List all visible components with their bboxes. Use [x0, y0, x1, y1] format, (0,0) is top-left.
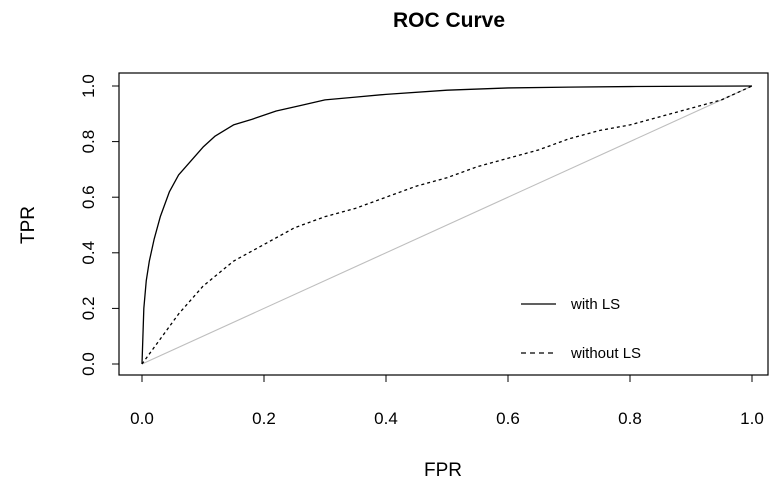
chart-title: ROC Curve — [393, 9, 505, 32]
y-tick-label: 0.6 — [79, 185, 98, 209]
y-axis-label: TPR — [18, 206, 39, 244]
x-tick-label: 1.0 — [740, 409, 764, 428]
x-axis: 0.0 0.2 0.4 0.6 0.8 1.0 — [130, 374, 764, 428]
x-axis-label: FPR — [424, 460, 462, 481]
x-tick-label: 0.6 — [496, 409, 520, 428]
reference-diagonal-line — [141, 85, 753, 365]
legend: with LS without LS — [521, 296, 641, 362]
y-tick-label: 0.4 — [79, 241, 98, 265]
y-tick-label: 0.8 — [79, 130, 98, 154]
series-layer — [141, 85, 753, 365]
y-tick-label: 0.2 — [79, 297, 98, 321]
x-tick-label: 0.8 — [618, 409, 642, 428]
y-tick-label: 1.0 — [79, 74, 98, 98]
x-tick-label: 0.4 — [374, 409, 398, 428]
x-tick-label: 0.0 — [130, 409, 154, 428]
legend-label: with LS — [570, 296, 620, 313]
series-with-ls-line — [141, 85, 753, 365]
y-axis: 0.0 0.2 0.4 0.6 0.8 1.0 — [79, 74, 120, 376]
y-tick-label: 0.0 — [79, 352, 98, 376]
x-tick-label: 0.2 — [252, 409, 276, 428]
legend-label: without LS — [570, 345, 641, 362]
